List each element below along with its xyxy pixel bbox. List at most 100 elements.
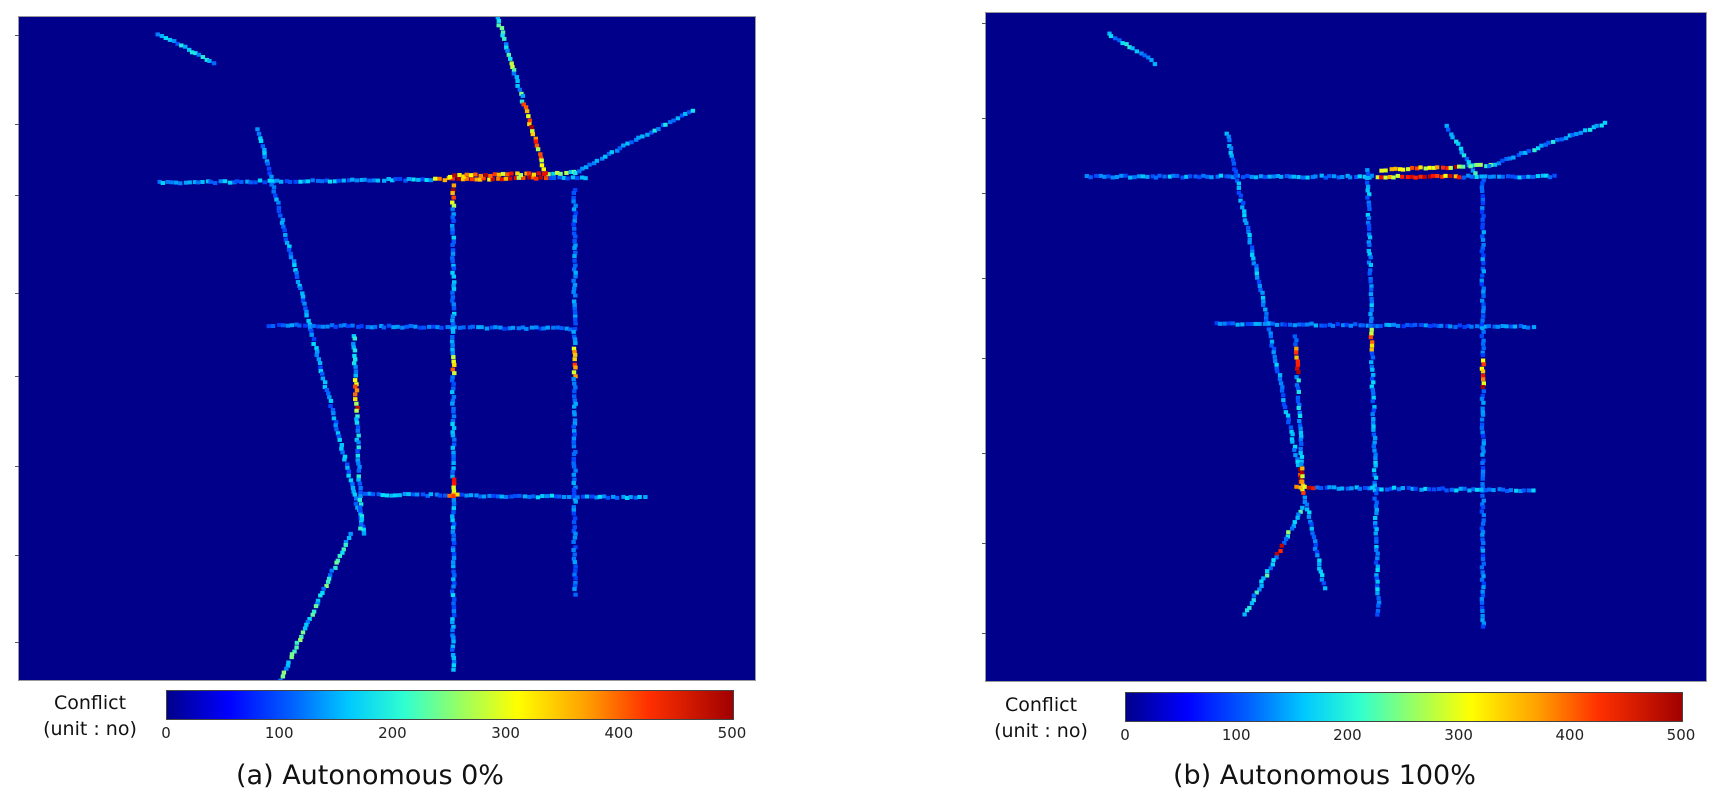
heatmap-cell [356, 477, 361, 482]
heatmap-cell [1295, 399, 1301, 404]
heatmap-cell [663, 122, 668, 127]
heatmap-cell [571, 346, 577, 351]
heatmap-cell [451, 386, 456, 391]
heatmap-cell [478, 173, 483, 178]
heatmap-cell [1423, 486, 1428, 491]
heatmap-cell [477, 494, 483, 499]
heatmap-cell [1120, 41, 1125, 46]
heatmap-cell [573, 203, 578, 208]
heatmap-cell [493, 325, 498, 330]
axis-tick-mark [982, 358, 986, 359]
heatmap-cell [358, 486, 363, 490]
heatmap-cell [536, 171, 542, 176]
heatmap-cell [496, 172, 502, 177]
heatmap-cell [509, 171, 514, 176]
heatmap-cell [357, 464, 362, 469]
heatmap-cell [1136, 174, 1142, 179]
heatmap-cell [571, 377, 576, 382]
heatmap-cell [288, 251, 293, 256]
colorbar-label-line2: (unit : no) [994, 720, 1088, 742]
heatmap-cell [315, 178, 321, 183]
heatmap-cell [266, 324, 271, 329]
heatmap-cell [1509, 324, 1514, 329]
heatmap-cell [1481, 458, 1486, 463]
heatmap-cell [1274, 552, 1280, 557]
heatmap-cell [1282, 540, 1287, 545]
heatmap-cell [1369, 351, 1375, 356]
heatmap-cell [1514, 488, 1519, 493]
heatmap-cell [287, 244, 292, 249]
heatmap-cell [496, 176, 501, 181]
heatmap-cell [1299, 441, 1304, 446]
heatmap-cell [281, 323, 286, 328]
heatmap-cell [571, 488, 577, 493]
heatmap-cell [327, 395, 332, 400]
heatmap-cell [1480, 430, 1485, 435]
heatmap-cell [357, 481, 363, 486]
heatmap-cell [1495, 324, 1501, 329]
heatmap-cell [1130, 46, 1135, 51]
heatmap-cell [200, 55, 206, 60]
heatmap-cell [351, 345, 356, 350]
heatmap-cell [1401, 324, 1406, 329]
heatmap-cell [351, 489, 356, 494]
heatmap-cell [1297, 402, 1302, 407]
heatmap-cell [1458, 146, 1464, 151]
heatmap-cell [303, 306, 308, 311]
heatmap-cell [292, 263, 297, 268]
heatmap-cell [346, 469, 352, 474]
heatmap-cell [211, 61, 217, 66]
heatmap-cell [449, 378, 455, 383]
heatmap-cell [1317, 558, 1322, 563]
heatmap-cell [1300, 474, 1305, 479]
heatmap-cell [175, 41, 180, 46]
heatmap-cell [1491, 174, 1496, 179]
heatmap-cell [358, 494, 363, 499]
heatmap-cell [1480, 473, 1486, 478]
heatmap-cell [451, 394, 457, 399]
heatmap-cell [571, 207, 577, 212]
heatmap-cell [1088, 175, 1093, 180]
heatmap-cell [1298, 446, 1303, 451]
heatmap-cell [1247, 233, 1252, 238]
heatmap-cell [1521, 175, 1526, 180]
heatmap-cell [354, 437, 360, 442]
heatmap-cell [390, 178, 395, 183]
heatmap-cell [1201, 173, 1206, 178]
heatmap-cell [1298, 450, 1303, 456]
heatmap-cell [333, 420, 339, 425]
heatmap-cell [1244, 608, 1250, 613]
heatmap-cell [1217, 321, 1223, 326]
heatmap-cell [1480, 377, 1486, 382]
heatmap-cell [336, 178, 341, 183]
heatmap-cell [1413, 175, 1418, 180]
heatmap-cell [281, 670, 287, 675]
heatmap-cell [285, 323, 291, 328]
heatmap-cell [1370, 421, 1376, 426]
heatmap-cell [451, 287, 457, 292]
heatmap-cell [1399, 174, 1405, 179]
heatmap-cell [1315, 553, 1320, 558]
heatmap-cell [451, 577, 456, 582]
heatmap-cell [464, 176, 469, 181]
heatmap-cell [1481, 498, 1486, 503]
heatmap-cell [571, 520, 577, 525]
heatmap-cell [1602, 120, 1608, 125]
heatmap-cell [397, 176, 403, 181]
heatmap-cell [1379, 487, 1384, 492]
heatmap-cell [452, 371, 457, 376]
heatmap-cell [450, 335, 455, 340]
heatmap-cell [452, 597, 457, 602]
heatmap-cell [424, 178, 429, 183]
heatmap-cell [561, 175, 567, 180]
heatmap-cell [571, 529, 577, 534]
heatmap-cell [450, 593, 456, 598]
heatmap-cell [1521, 488, 1526, 493]
heatmap-cell [571, 494, 577, 499]
heatmap-cell [356, 461, 361, 466]
heatmap-cell [283, 232, 288, 237]
heatmap-cell [1375, 175, 1380, 180]
heatmap-cell [1481, 621, 1487, 626]
heatmap-cell [1357, 174, 1362, 179]
heatmap-cell [344, 462, 350, 467]
